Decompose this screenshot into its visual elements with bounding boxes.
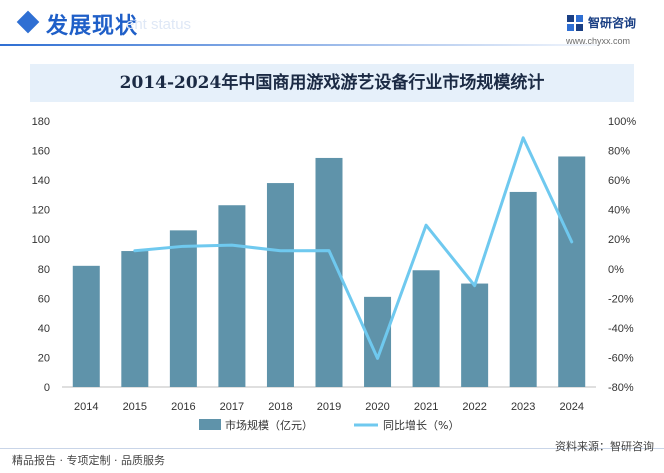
y-left-tick-label: 160: [32, 146, 50, 158]
growth-line: [133, 136, 574, 360]
x-tick-label: 2018: [268, 401, 292, 413]
y-left-tick-label: 140: [32, 175, 50, 187]
bar-2016: [169, 230, 197, 387]
y-right-tick-label: 60%: [608, 175, 630, 187]
y-right-tick-label: -80%: [608, 382, 634, 394]
footer-divider: [0, 448, 664, 449]
y-left-tick-label: 180: [32, 116, 50, 128]
y-right-tick-label: -20%: [608, 293, 634, 305]
x-tick-label: 2021: [414, 401, 438, 413]
bar-2021: [412, 270, 440, 387]
y-right-tick-label: 100%: [608, 116, 636, 128]
footer-tagline: 精品报告 · 专项定制 · 品质服务: [12, 454, 165, 467]
y-left-tick-label: 100: [32, 234, 50, 246]
section-subtitle: ent status: [126, 16, 192, 33]
bar-2014: [72, 265, 100, 387]
legend-swatch-market-size: [199, 419, 221, 430]
x-tick-label: 2015: [123, 401, 147, 413]
chart-title-band: 2014-2024年中国商用游戏游艺设备行业市场规模统计: [30, 64, 634, 102]
header-divider: [0, 44, 600, 46]
bar-2020: [364, 296, 392, 387]
chart-title: 2014-2024年中国商用游戏游艺设备行业市场规模统计: [119, 73, 545, 93]
legend-label-market-size: 市场规模（亿元）: [225, 418, 313, 432]
x-tick-label: 2016: [171, 401, 195, 413]
y-left-tick-label: 40: [38, 323, 50, 335]
brand: 智研咨询 www.chyxx.com: [566, 14, 664, 50]
x-tick-label: 2014: [74, 401, 98, 413]
bar-2017: [218, 205, 246, 387]
y-left-tick-label: 20: [38, 352, 50, 364]
legend-label-growth: 同比增长（%）: [383, 418, 459, 432]
brand-name: 智研咨询: [588, 16, 637, 30]
brand-logo-icon: [567, 15, 583, 31]
x-tick-label: 2019: [317, 401, 341, 413]
y-right-tick-label: -60%: [608, 352, 634, 364]
bar-2023: [509, 191, 537, 387]
bar-2018: [266, 183, 294, 387]
y-right-tick-label: -40%: [608, 323, 634, 335]
y-right-tick-label: 80%: [608, 146, 630, 158]
y-left-tick-label: 0: [44, 382, 50, 394]
x-tick-label: 2017: [220, 401, 244, 413]
brand-site: www.chyxx.com: [566, 36, 631, 46]
bar-2015: [121, 251, 149, 387]
y-right-tick-label: 40%: [608, 205, 630, 217]
x-tick-label: 2023: [511, 401, 535, 413]
bar-2022: [461, 283, 489, 387]
y-left-tick-label: 60: [38, 293, 50, 305]
x-tick-label: 2024: [559, 401, 583, 413]
y-right-tick-label: 20%: [608, 234, 630, 246]
header: 发展现状 ent status 智研咨询 www.chyxx.com: [0, 0, 664, 50]
section-title: 发展现状: [46, 13, 139, 39]
bar-2024: [558, 156, 586, 387]
x-tick-label: 2020: [365, 401, 389, 413]
y-right-tick-label: 0%: [608, 264, 624, 276]
y-left-tick-label: 80: [38, 264, 50, 276]
x-tick-label: 2022: [462, 401, 486, 413]
y-left-tick-label: 120: [32, 205, 50, 217]
footer-source: 资料来源：智研咨询: [555, 440, 654, 453]
